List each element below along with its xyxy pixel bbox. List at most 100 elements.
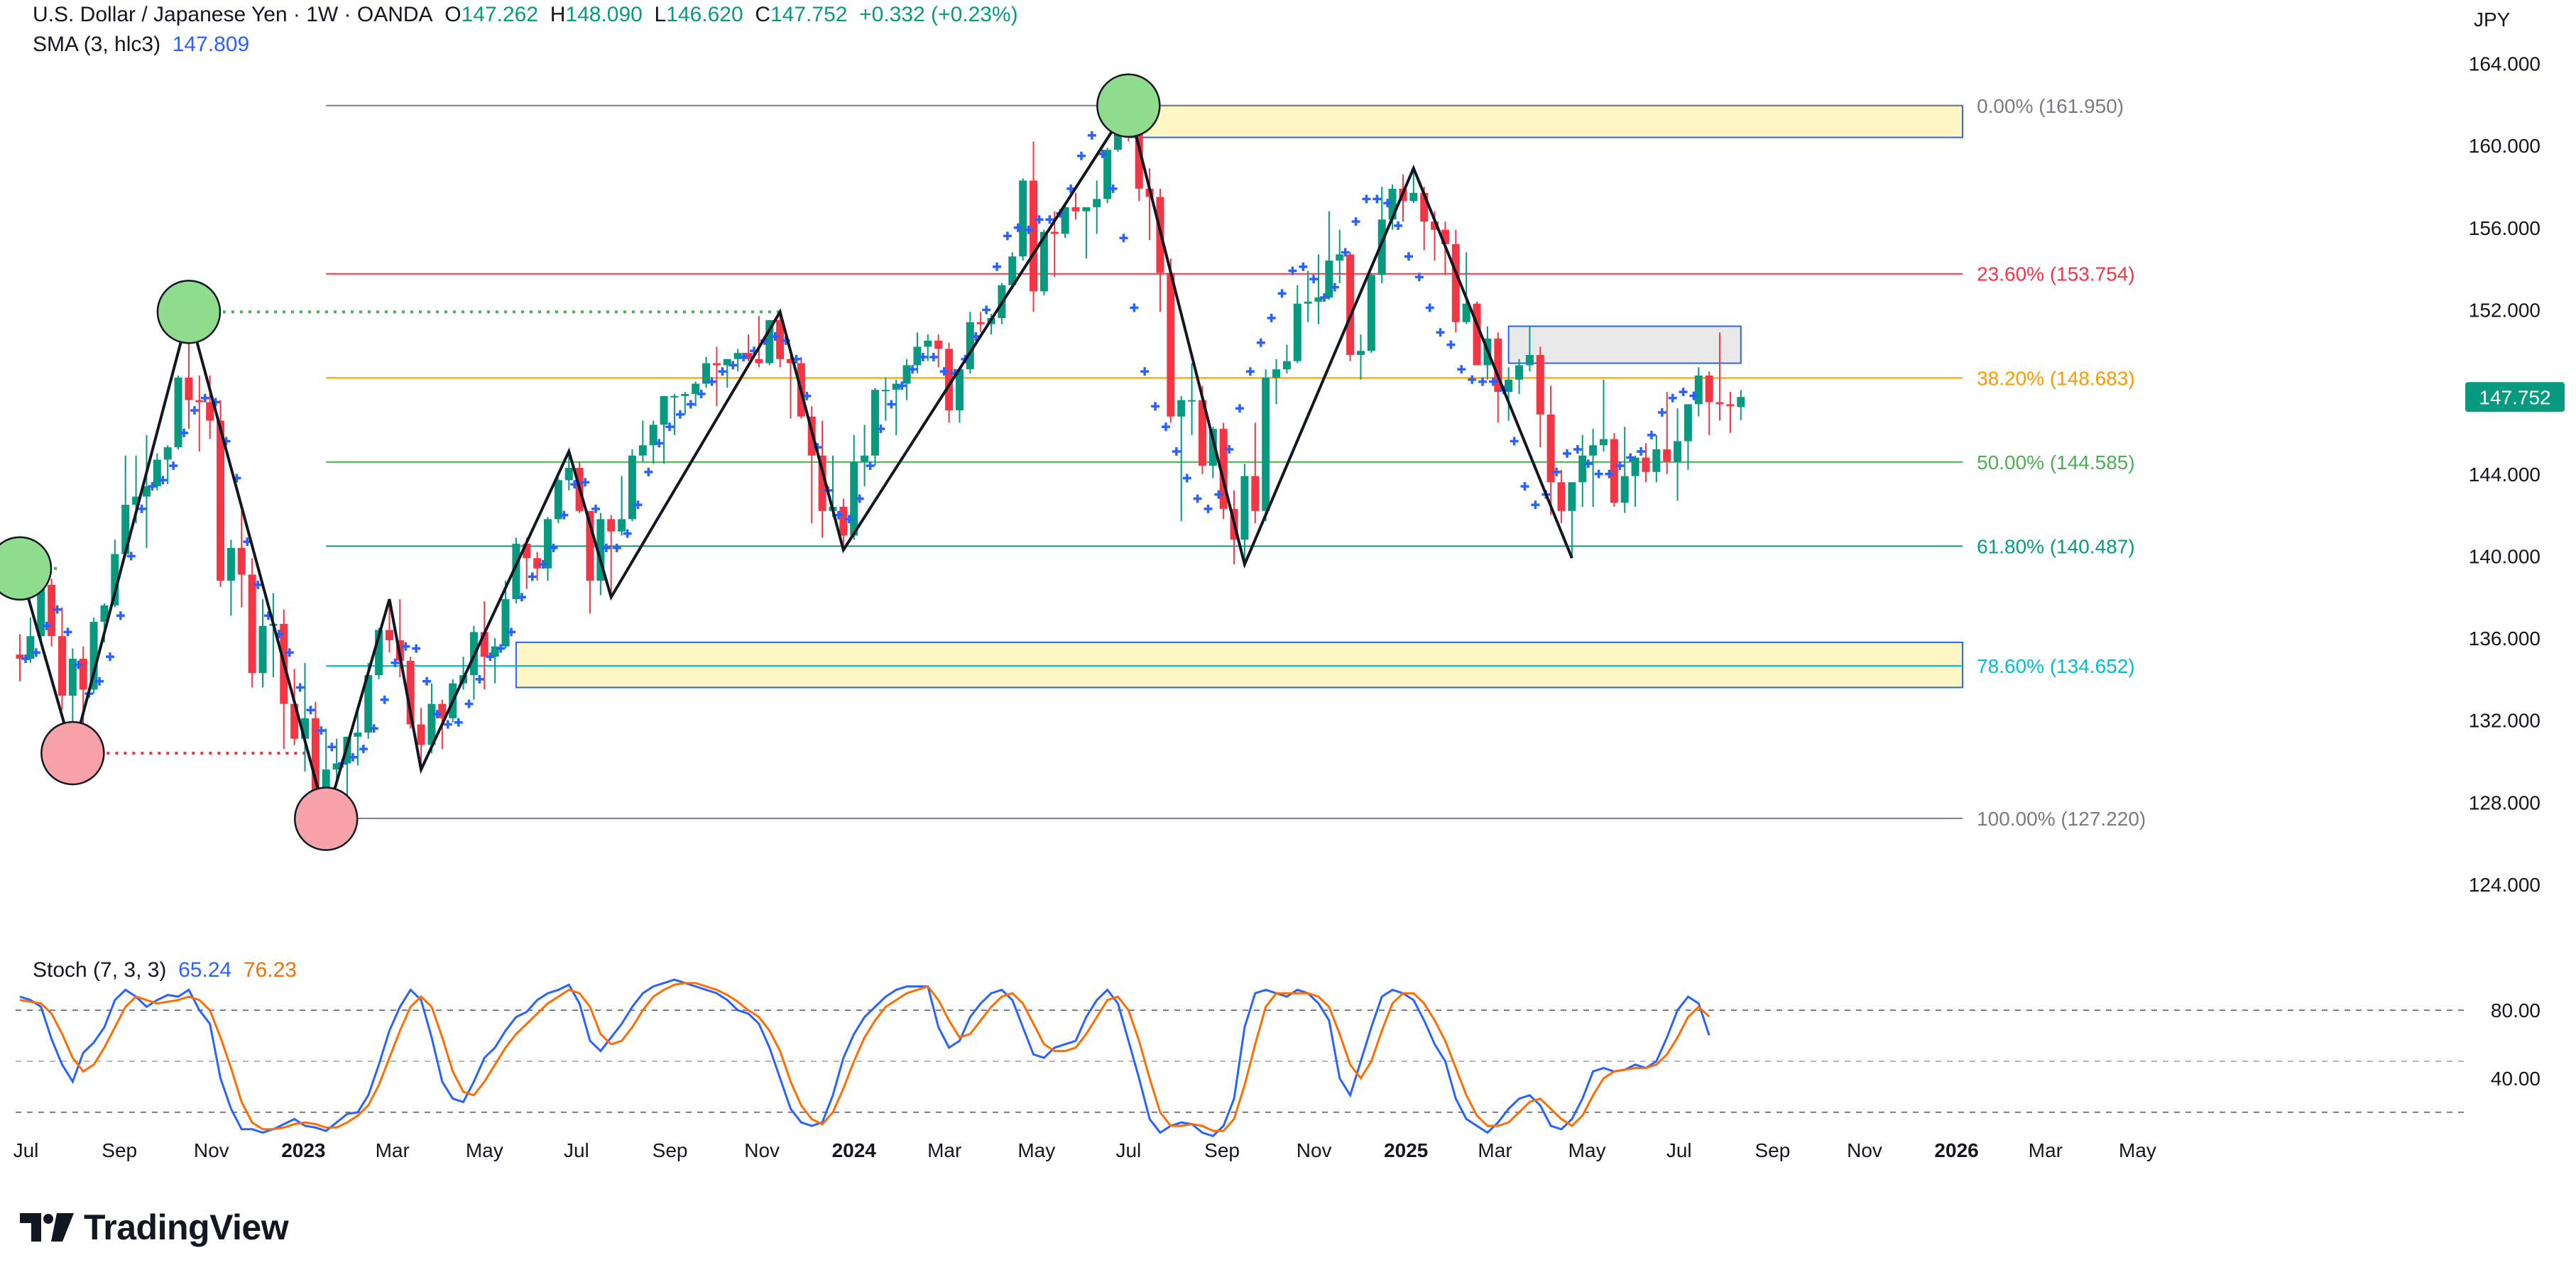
currency-label[interactable]: JPY: [2474, 9, 2511, 31]
sma-legend[interactable]: SMA (3, hlc3) 147.809: [33, 33, 249, 57]
pivot-markers: [0, 73, 1161, 851]
candle-body: [1620, 476, 1629, 503]
sma-point: [1605, 469, 1614, 478]
tradingview-logo[interactable]: TradingView: [20, 1207, 289, 1248]
sma-point: [507, 628, 516, 637]
candle-body: [354, 733, 362, 737]
sma-point: [517, 593, 526, 602]
candle-body: [902, 365, 911, 384]
candle-body: [185, 377, 193, 400]
sma-point: [432, 710, 442, 719]
sma-point: [317, 726, 326, 735]
sma-point: [1446, 340, 1456, 349]
candle-body: [1652, 449, 1661, 472]
sma-point: [190, 406, 199, 415]
candle-body: [1536, 355, 1544, 415]
time-axis[interactable]: Jul Sep Nov 2023 Mar May Jul Sep Nov 2024 Mar May Ju…: [13, 1139, 2156, 1161]
sma-point: [53, 605, 62, 614]
candle-body: [755, 358, 763, 363]
sma-point: [74, 660, 83, 669]
sma-point: [675, 410, 684, 419]
fib-level-label: 50.00% (144.585): [1977, 451, 2135, 473]
price-tick-label: 128.000: [2469, 791, 2540, 813]
candle-body: [311, 718, 320, 807]
tradingview-logo-icon: [20, 1213, 74, 1242]
candle-body: [1167, 273, 1175, 417]
sma-point: [929, 352, 938, 361]
candle-body: [670, 395, 679, 398]
candle-body: [438, 703, 447, 718]
sma-point: [939, 367, 949, 376]
sma-point: [401, 642, 410, 651]
time-tick-label: May: [2119, 1139, 2156, 1161]
pivot-low-marker: [40, 721, 105, 786]
fib-level-label: 100.00% (127.220): [1977, 808, 2146, 830]
candle-body: [427, 703, 436, 745]
sma-point: [285, 648, 294, 657]
change-value: +0.332 (+0.23%): [859, 3, 1018, 26]
candle-body: [58, 636, 66, 696]
sma-point: [1204, 504, 1213, 513]
candle-body: [79, 658, 87, 690]
candle-body: [501, 599, 510, 647]
candle-body: [1388, 188, 1397, 220]
sma-point: [1563, 449, 1572, 458]
high-label: H: [550, 3, 566, 26]
sma-point: [295, 683, 305, 692]
sma-point: [42, 621, 51, 630]
candle-body: [1600, 439, 1608, 446]
sma-point: [137, 504, 146, 513]
candle-body: [1325, 261, 1333, 298]
sma-point: [1594, 469, 1603, 478]
price-tick-label: 136.000: [2469, 628, 2540, 650]
time-tick-label: Sep: [1755, 1139, 1791, 1161]
sma-point: [1383, 199, 1392, 208]
sma-point: [1520, 482, 1529, 491]
candle-body: [712, 363, 721, 366]
candle-body: [1219, 429, 1228, 509]
candle-body: [523, 544, 531, 559]
candle-body: [628, 455, 636, 520]
stoch-label: Stoch (7, 3, 3): [33, 958, 167, 982]
stoch-k-value: 65.24: [178, 958, 232, 982]
sma-point: [633, 500, 643, 510]
candle-body: [142, 486, 151, 497]
candle-body: [237, 547, 246, 575]
sma-point: [1351, 217, 1360, 226]
candle-body: [1050, 231, 1059, 234]
sma-point: [770, 332, 780, 341]
price-tick-label: 160.000: [2469, 135, 2540, 157]
candle-body: [1631, 457, 1639, 476]
sma-point: [391, 658, 400, 667]
candle-body: [48, 584, 56, 637]
time-tick-label: Mar: [927, 1139, 961, 1161]
candle-body: [153, 459, 161, 487]
candle-body: [776, 319, 785, 359]
candle-body: [1715, 402, 1724, 405]
candle-body: [596, 519, 605, 581]
sma-point: [908, 365, 917, 374]
candle-body: [1208, 429, 1217, 466]
close-value: 147.752: [770, 3, 848, 26]
candle-body: [1008, 256, 1017, 285]
candle-body: [1515, 365, 1524, 380]
time-tick-label: Nov: [194, 1139, 229, 1161]
candle-body: [1262, 377, 1270, 511]
sma-point: [496, 644, 506, 653]
sma-point: [918, 352, 927, 361]
candle-body: [132, 496, 141, 505]
symbol-title[interactable]: U.S. Dollar / Japanese Yen · 1W · OANDA: [33, 3, 433, 26]
price-tick-label: 140.000: [2469, 545, 2540, 567]
candle-body: [174, 377, 182, 448]
price-tick-label: 144.000: [2469, 464, 2540, 486]
candle-body: [1272, 369, 1281, 378]
candle-body: [1198, 400, 1206, 466]
sma-value: 147.809: [172, 33, 250, 56]
zone-rect: [1128, 104, 1964, 138]
price-axis[interactable]: 124.000 128.000 132.000 136.000 140.000 144.0…: [2469, 53, 2540, 897]
candle-body: [586, 510, 594, 581]
stoch-legend[interactable]: Stoch (7, 3, 3) 65.24 76.23: [33, 958, 297, 982]
sma-point: [1035, 215, 1044, 224]
sma-point: [538, 559, 547, 569]
candle-body: [976, 322, 985, 324]
